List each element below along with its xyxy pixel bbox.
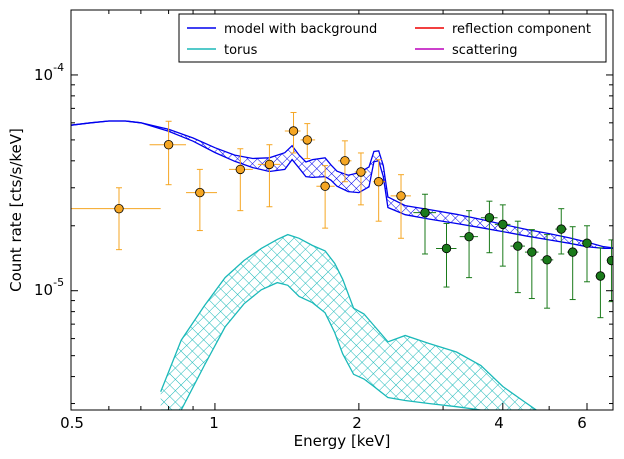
hard-data-point-9 [567, 247, 578, 257]
hard-data-point-12 [606, 255, 613, 266]
soft-data-point-7 [320, 181, 330, 191]
x-tick-label-6: 6 [577, 414, 587, 432]
hard-data-point-2 [464, 231, 474, 242]
x-tick-label-4: 4 [494, 414, 504, 432]
torus-band-fill [160, 234, 537, 410]
soft-data-point-5 [288, 126, 299, 136]
hard-data-point-10 [582, 238, 592, 248]
plot-frame [70, 9, 614, 411]
legend-box [178, 13, 607, 63]
legend-label-reflection: reflection component [452, 22, 591, 37]
data-points [71, 111, 613, 319]
soft-data-point-2 [195, 187, 205, 198]
hard-data-point-8 [556, 224, 566, 234]
soft-data-point-9 [356, 167, 366, 177]
y-tick-label-1e-4: 10-4 [34, 61, 64, 84]
hard-data-point-7 [542, 255, 552, 265]
soft-data-point-3 [235, 164, 246, 175]
soft-data-point-10 [373, 177, 384, 187]
hard-data-point-4 [498, 219, 508, 230]
x-tick-label-0.5: 0.5 [60, 414, 84, 432]
svg-text:10-5: 10-5 [34, 276, 64, 299]
x-axis-title: Energy [keV] [294, 432, 391, 450]
torus-band [160, 233, 537, 410]
soft-data-point-11 [396, 191, 406, 201]
soft-data-point-1 [163, 140, 174, 150]
x-tick-label-1: 1 [209, 414, 219, 432]
soft-data-point-4 [264, 159, 275, 170]
hard-data-point-0 [420, 207, 430, 218]
hard-data-point-11 [595, 271, 606, 281]
soft-data-point-8 [340, 156, 350, 166]
soft-data-point-6 [302, 135, 312, 145]
legend: model with background reflection compone… [178, 13, 607, 63]
y-tick-label-1e-5: 10-5 [34, 276, 64, 299]
torus-band-upper-line [160, 233, 537, 410]
legend-label-model: model with background [224, 22, 377, 37]
y-axis-title: Count rate [cts/s/keV] [7, 128, 25, 292]
hard-data-point-6 [527, 247, 537, 257]
plot-area [71, 111, 613, 410]
svg-text:10-4: 10-4 [34, 61, 64, 84]
soft-data-point-0 [114, 203, 124, 214]
hard-data-point-5 [513, 241, 523, 251]
torus-band-lower-line [160, 281, 537, 410]
x-tick-label-2: 2 [352, 414, 362, 432]
model-band-fill [71, 121, 613, 249]
legend-label-scattering: scattering [452, 43, 518, 58]
hard-data-point-3 [484, 212, 495, 223]
legend-label-torus: torus [224, 43, 258, 58]
hard-data-point-1 [441, 243, 452, 254]
